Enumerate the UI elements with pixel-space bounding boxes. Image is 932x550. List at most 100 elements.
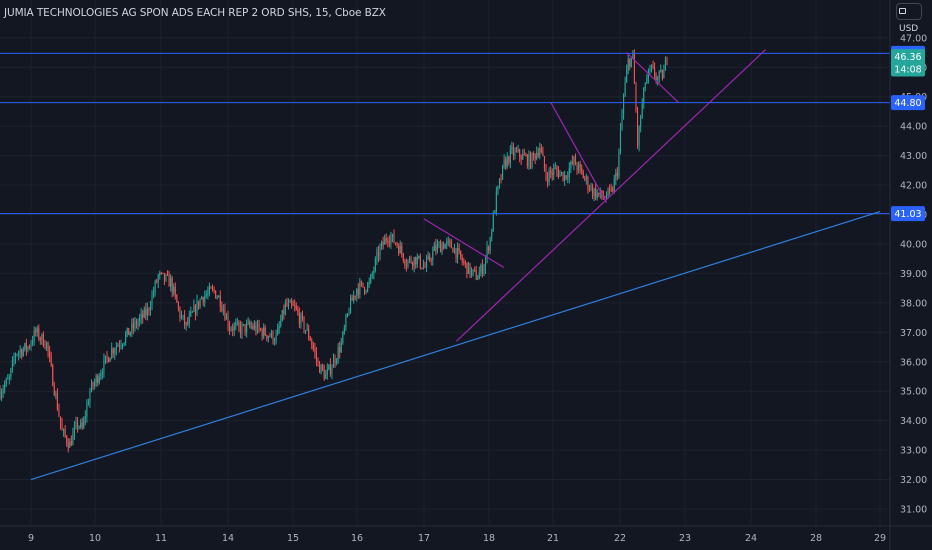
trendline-purple[interactable]	[423, 218, 505, 269]
candle-body	[50, 356, 52, 366]
candle-body	[8, 376, 10, 379]
candle-body	[556, 167, 558, 171]
candle-body	[69, 441, 71, 448]
candle-body	[163, 272, 165, 281]
grid	[0, 0, 890, 526]
candle-body	[27, 346, 29, 350]
candle-body	[305, 330, 307, 332]
candle-body	[633, 53, 635, 84]
candle-body	[436, 244, 438, 251]
candle-body	[303, 317, 305, 331]
candle-body	[224, 310, 226, 320]
candle-body	[11, 360, 13, 369]
drawings[interactable]	[0, 49, 890, 481]
candle-body	[277, 327, 279, 335]
candle-body	[435, 245, 437, 251]
candle-body	[542, 151, 544, 157]
candle-body	[326, 369, 328, 375]
candle-body	[125, 334, 127, 343]
time-axis[interactable]: 9 10 11 14 15 16 17 18 21 22 23 24 28 29	[28, 533, 886, 544]
candle-body	[469, 263, 471, 276]
candle-body	[45, 342, 48, 348]
candle-body	[412, 262, 414, 267]
candle-body	[408, 257, 411, 261]
candle-body	[405, 264, 407, 266]
candle-body	[588, 188, 590, 190]
candle-body	[114, 350, 116, 354]
trendline-blue[interactable]	[30, 210, 881, 481]
candle-body	[137, 321, 139, 326]
candle-body	[512, 147, 514, 156]
candle-body	[340, 342, 342, 353]
price-tick-label: 40.00	[900, 239, 927, 250]
trendline-purple[interactable]	[550, 102, 608, 204]
candle-body	[472, 269, 474, 272]
candle-body	[345, 316, 347, 328]
candle-body	[153, 292, 155, 295]
candle-body	[247, 322, 249, 324]
candle-body	[506, 156, 508, 168]
time-tick-label: 21	[547, 533, 559, 544]
candle-body	[58, 409, 60, 417]
candle-body	[505, 159, 507, 168]
candle-body	[103, 359, 105, 374]
candle-body	[596, 192, 598, 198]
candle-body	[263, 327, 265, 337]
candle-body	[36, 328, 38, 333]
candle-body	[97, 376, 99, 383]
candle-body	[371, 273, 373, 275]
candle-body	[221, 306, 223, 311]
candle-body	[539, 148, 541, 156]
candle-body	[481, 265, 483, 274]
candle-body	[370, 274, 372, 283]
candle-body	[438, 243, 440, 245]
candle-body	[174, 287, 176, 295]
currency-selector[interactable]: USD	[896, 3, 922, 34]
candle-body	[593, 188, 595, 196]
candle-body	[511, 147, 513, 150]
candle-body	[112, 348, 114, 354]
candle-body	[253, 325, 255, 329]
candle-body	[176, 294, 178, 303]
candle-body	[53, 385, 55, 395]
candle-body	[585, 177, 587, 179]
candle-body	[286, 302, 288, 306]
candle-body	[325, 374, 327, 379]
candle-body	[44, 346, 46, 348]
candle-body	[193, 305, 195, 312]
price-tick-label: 35.00	[900, 387, 927, 398]
candle-body	[109, 358, 111, 362]
candle-body	[571, 161, 573, 164]
candle-body	[139, 317, 141, 322]
candle-body	[284, 302, 286, 314]
time-tick-label: 28	[810, 533, 822, 544]
price-badge-countdown	[891, 61, 925, 77]
candle-body	[216, 297, 218, 299]
candle-body	[98, 377, 100, 383]
candle-body	[663, 70, 665, 79]
candle-body	[641, 103, 643, 118]
candle-body	[314, 348, 316, 353]
candle-body	[14, 354, 17, 359]
candle-body	[567, 177, 569, 179]
candle-body	[38, 328, 40, 339]
candle-body	[618, 150, 620, 177]
candle-body	[666, 59, 668, 62]
candle-body	[145, 308, 147, 316]
trendline-purple[interactable]	[456, 49, 767, 342]
candle-body	[201, 297, 203, 300]
candle-body	[75, 421, 77, 427]
candle-body	[67, 443, 69, 448]
candle-body	[391, 234, 393, 238]
candle-body	[374, 258, 376, 271]
candle-body	[357, 288, 359, 295]
candle-body	[21, 349, 23, 356]
trendline-purple[interactable]	[626, 52, 679, 104]
candle-body	[508, 156, 510, 163]
candle-body	[362, 282, 364, 288]
candle-body	[351, 298, 353, 301]
candle-body	[331, 367, 333, 374]
